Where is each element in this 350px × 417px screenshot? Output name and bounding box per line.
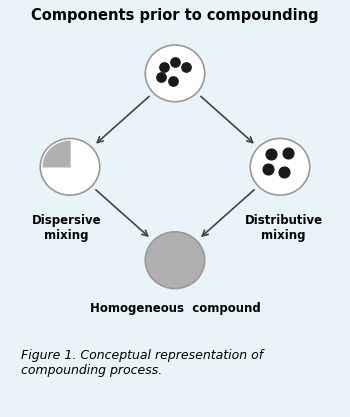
Circle shape (250, 138, 310, 195)
Point (158, 73, 164, 80)
Point (183, 63, 188, 70)
Text: Figure 1. Conceptual representation of
compounding process.: Figure 1. Conceptual representation of c… (21, 349, 263, 377)
Point (268, 151, 274, 158)
Text: Homogeneous  compound: Homogeneous compound (90, 302, 260, 315)
Point (170, 78, 176, 84)
Circle shape (40, 138, 100, 195)
Point (281, 168, 287, 175)
Text: Distributive
mixing: Distributive mixing (244, 214, 323, 241)
Text: Dispersive
mixing: Dispersive mixing (32, 214, 101, 241)
Point (285, 150, 290, 157)
Circle shape (145, 45, 205, 102)
Point (265, 166, 271, 173)
Wedge shape (43, 141, 70, 167)
Point (161, 63, 167, 70)
Text: Components prior to compounding: Components prior to compounding (31, 8, 319, 23)
Circle shape (145, 232, 205, 289)
Point (172, 58, 178, 65)
